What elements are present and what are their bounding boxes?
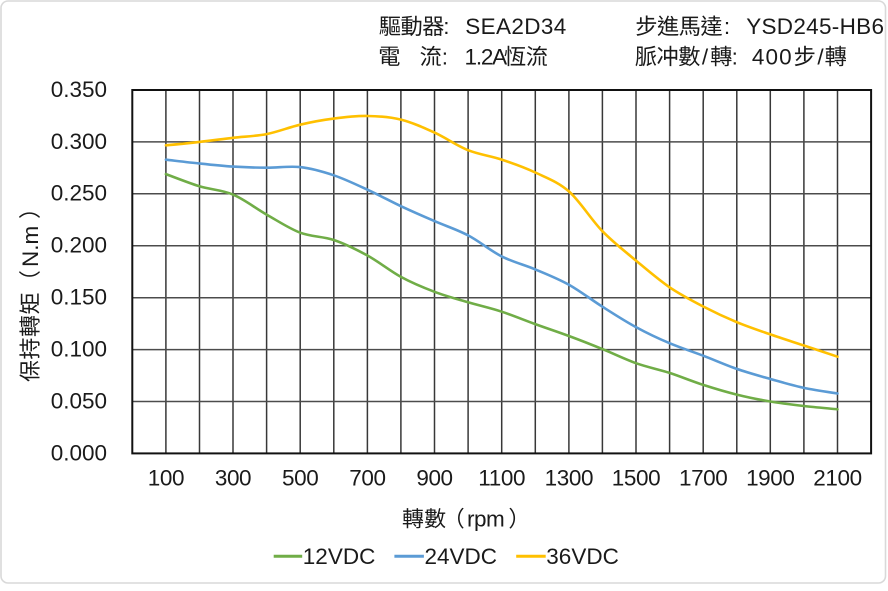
svg-text:1100: 1100 <box>478 465 525 490</box>
svg-text:0.250: 0.250 <box>51 181 107 206</box>
svg-text:400: 400 <box>752 44 793 69</box>
svg-text:1300: 1300 <box>545 465 593 490</box>
svg-text:/: / <box>702 44 709 69</box>
svg-text:0.100: 0.100 <box>51 337 107 362</box>
svg-text:1700: 1700 <box>679 465 727 490</box>
svg-text:36VDC: 36VDC <box>546 544 619 569</box>
svg-text:/: / <box>817 44 824 69</box>
svg-text:300: 300 <box>215 465 251 490</box>
svg-text:100: 100 <box>148 465 184 490</box>
svg-text::: : <box>442 44 448 69</box>
svg-text:0.350: 0.350 <box>51 77 107 102</box>
svg-text:SEA2D34: SEA2D34 <box>465 14 566 39</box>
svg-text::: : <box>724 14 730 39</box>
svg-text:0.200: 0.200 <box>51 233 107 258</box>
svg-text:rpm: rpm <box>467 507 504 532</box>
svg-text:0.150: 0.150 <box>51 285 107 310</box>
svg-text:500: 500 <box>282 465 318 490</box>
svg-text:0.000: 0.000 <box>51 440 107 465</box>
svg-text:1900: 1900 <box>746 465 794 490</box>
svg-text:900: 900 <box>416 465 452 490</box>
svg-text:YSD245-HB6: YSD245-HB6 <box>746 14 884 39</box>
svg-text:700: 700 <box>349 465 385 490</box>
svg-text:0.300: 0.300 <box>51 129 107 154</box>
svg-text::: : <box>732 44 738 69</box>
svg-text:1.2A: 1.2A <box>465 44 508 69</box>
svg-text::: : <box>443 14 449 39</box>
svg-text:24VDC: 24VDC <box>425 544 498 569</box>
svg-text:12VDC: 12VDC <box>303 544 376 569</box>
svg-text:N.m: N.m <box>18 226 43 267</box>
svg-text:1500: 1500 <box>612 465 660 490</box>
svg-text:0.050: 0.050 <box>51 388 107 413</box>
svg-text:2100: 2100 <box>813 465 861 490</box>
